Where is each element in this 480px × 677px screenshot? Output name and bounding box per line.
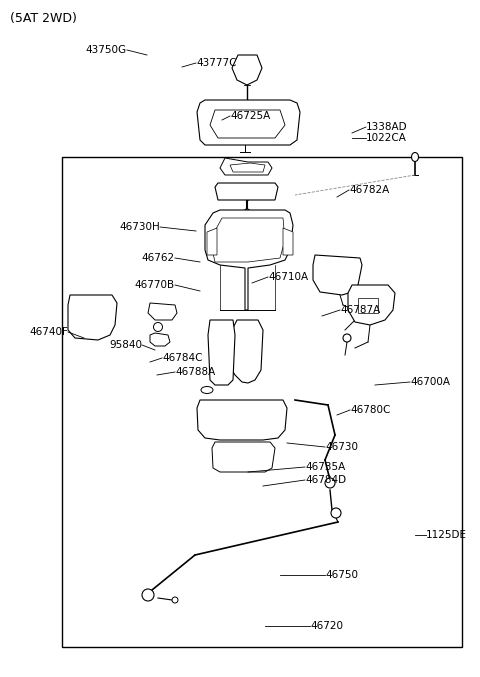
Text: 46735A: 46735A: [305, 462, 345, 472]
Polygon shape: [348, 285, 395, 325]
Bar: [62, 157, 462, 647]
Text: 46787A: 46787A: [340, 305, 380, 315]
Text: 46730H: 46730H: [119, 222, 160, 232]
Polygon shape: [148, 303, 177, 320]
Text: 43777C: 43777C: [196, 58, 237, 68]
Text: 46750: 46750: [325, 570, 358, 580]
Ellipse shape: [172, 597, 178, 603]
Polygon shape: [207, 228, 217, 255]
Ellipse shape: [244, 209, 250, 215]
Text: 46725A: 46725A: [230, 111, 270, 121]
Polygon shape: [150, 333, 170, 346]
Ellipse shape: [201, 387, 213, 393]
Polygon shape: [283, 228, 293, 255]
Polygon shape: [212, 442, 275, 472]
Text: 95840: 95840: [109, 340, 142, 350]
Polygon shape: [197, 400, 287, 440]
Text: 46788A: 46788A: [175, 367, 215, 377]
Ellipse shape: [325, 478, 335, 488]
Text: 46720: 46720: [310, 621, 343, 631]
Text: (5AT 2WD): (5AT 2WD): [10, 12, 77, 25]
Polygon shape: [210, 218, 285, 262]
Text: 46782A: 46782A: [349, 185, 389, 195]
Polygon shape: [210, 110, 285, 138]
Ellipse shape: [142, 589, 154, 601]
Text: 46770B: 46770B: [135, 280, 175, 290]
Ellipse shape: [331, 508, 341, 518]
Polygon shape: [215, 183, 278, 200]
Polygon shape: [205, 210, 293, 310]
Text: 46780C: 46780C: [350, 405, 390, 415]
Ellipse shape: [343, 334, 351, 342]
Ellipse shape: [411, 152, 419, 162]
Text: 46710A: 46710A: [268, 272, 308, 282]
Text: 46784D: 46784D: [305, 475, 346, 485]
Text: 1125DE: 1125DE: [426, 530, 467, 540]
Polygon shape: [230, 163, 265, 172]
Bar: [358, 298, 378, 313]
Text: 46740F: 46740F: [29, 327, 68, 337]
Ellipse shape: [154, 322, 163, 332]
Text: 46784C: 46784C: [162, 353, 203, 363]
Polygon shape: [208, 320, 235, 385]
Text: 46700A: 46700A: [410, 377, 450, 387]
Polygon shape: [197, 100, 300, 145]
Polygon shape: [232, 55, 262, 85]
Text: 46762: 46762: [142, 253, 175, 263]
Text: 43750G: 43750G: [86, 45, 127, 55]
Polygon shape: [68, 295, 117, 340]
Polygon shape: [232, 320, 263, 383]
Text: 1338AD: 1338AD: [366, 122, 408, 132]
Polygon shape: [220, 158, 272, 175]
Polygon shape: [313, 255, 362, 295]
Text: 46730: 46730: [325, 442, 358, 452]
Text: 1022CA: 1022CA: [366, 133, 407, 143]
